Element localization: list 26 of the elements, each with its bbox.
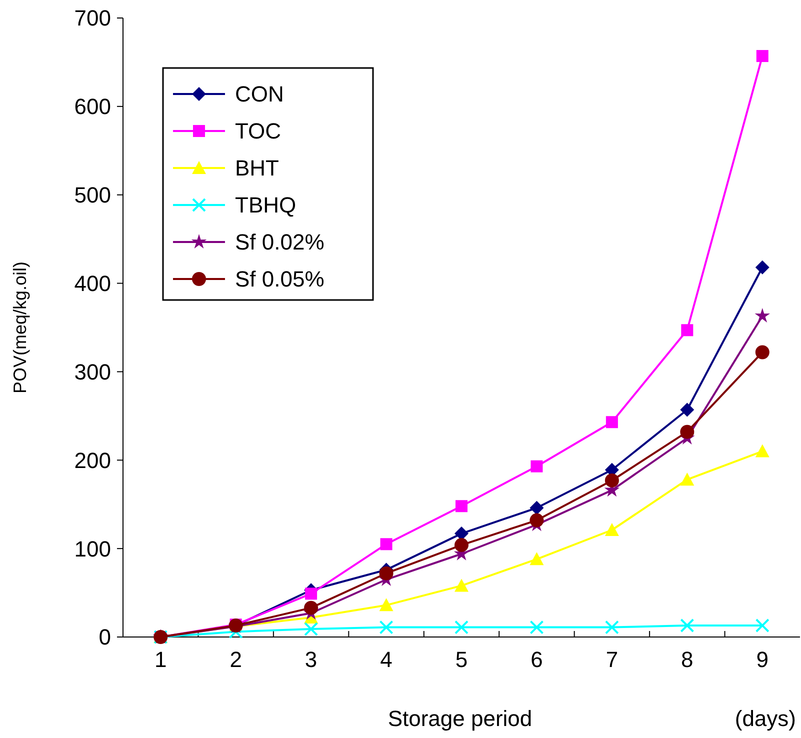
y-tick-label: 0 — [98, 624, 111, 650]
y-tick-label: 400 — [74, 270, 111, 296]
legend-label: Sf 0.02% — [235, 230, 324, 255]
y-tick-label: 500 — [74, 182, 111, 208]
legend-label: Sf 0.05% — [235, 266, 324, 292]
y-tick-label: 200 — [74, 448, 111, 473]
x-tick-label: 7 — [606, 647, 618, 672]
y-axis-title: POV(meq/kg.oil) — [10, 261, 30, 394]
y-tick-label: 700 — [74, 6, 111, 31]
legend-label: CON — [235, 82, 284, 107]
x-tick-label: 1 — [154, 647, 167, 672]
text: (days) — [734, 706, 796, 731]
x-tick-label: 6 — [530, 647, 543, 672]
legend-label: TBHQ — [235, 192, 296, 218]
x-tick-label: 9 — [756, 647, 769, 672]
x-axis-title: Storage period — [388, 706, 532, 731]
x-tick-label: 5 — [455, 647, 468, 672]
x-tick-label: 3 — [304, 647, 318, 672]
y-tick-label: 600 — [74, 94, 111, 120]
x-tick-label: 4 — [380, 647, 392, 672]
legend-label: BHT — [235, 156, 279, 181]
y-tick-label: 300 — [74, 359, 111, 384]
y-tick-label: 100 — [74, 536, 111, 562]
x-tick-label: 2 — [230, 647, 242, 672]
legend-label: TOC — [235, 118, 282, 144]
x-tick-label: 8 — [681, 647, 694, 672]
